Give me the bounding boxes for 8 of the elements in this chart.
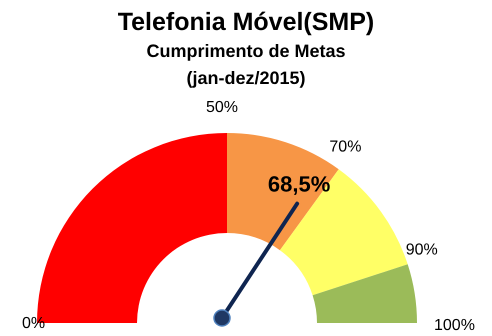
slice-label: 70% bbox=[329, 138, 362, 156]
slice-label: 100% bbox=[434, 317, 475, 334]
chart-subtitle: Cumprimento de Metas (jan-dez/2015) bbox=[146, 41, 346, 88]
text: 68,5% bbox=[268, 172, 330, 197]
slice-label: 50% bbox=[206, 99, 238, 116]
slice-label: 90% bbox=[406, 241, 438, 258]
text: 0% bbox=[22, 315, 46, 332]
chart-title: Telefonia Móvel(SMP) bbox=[118, 8, 374, 36]
